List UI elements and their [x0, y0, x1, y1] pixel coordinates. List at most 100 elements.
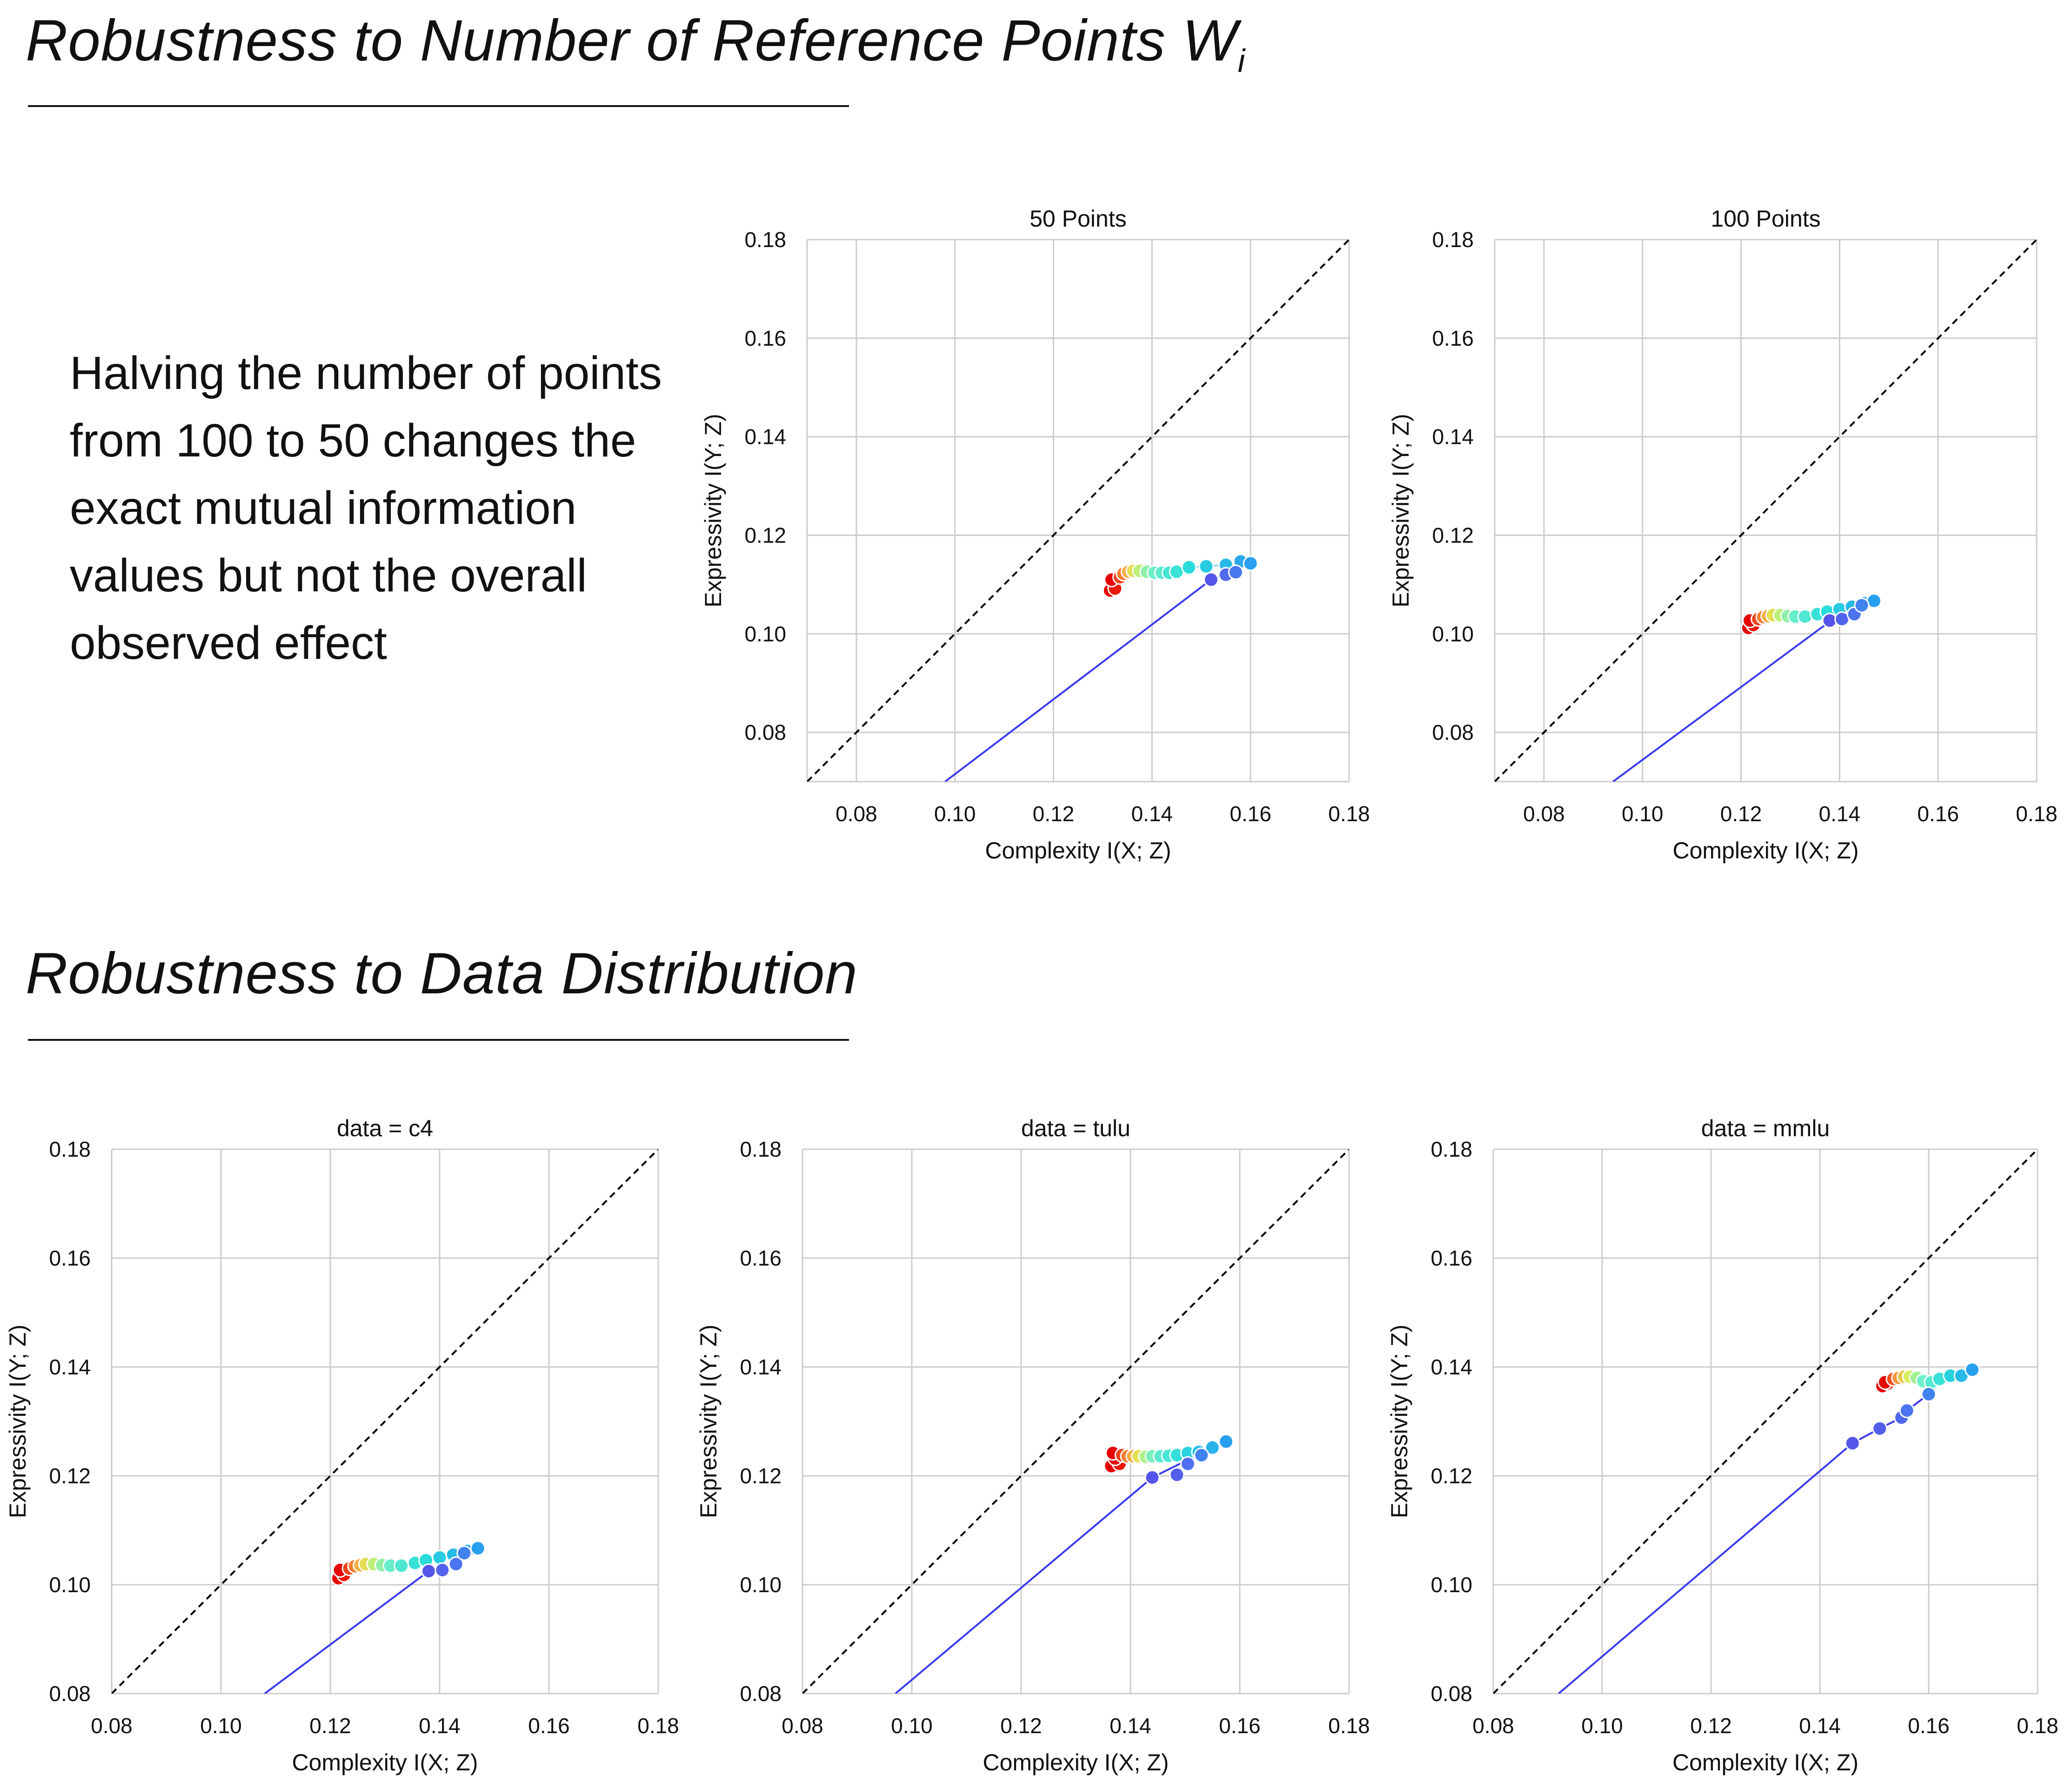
- x-tick-label: 0.12: [309, 1714, 351, 1738]
- x-tick-label: 0.08: [835, 802, 877, 826]
- x-tick-label: 0.10: [1622, 802, 1664, 826]
- data-point: [432, 1550, 448, 1565]
- x-tick-label: 0.12: [1720, 802, 1762, 826]
- y-tick-label: 0.10: [1430, 1573, 1472, 1597]
- x-tick-label: 0.08: [782, 1714, 823, 1738]
- plot-area: [802, 1149, 1349, 1694]
- data-point: [1180, 1456, 1196, 1472]
- frontier-line: [944, 562, 1251, 782]
- x-tick-label: 0.18: [2017, 1714, 2059, 1738]
- y-tick-label: 0.12: [1432, 523, 1474, 547]
- y-tick-label: 0.16: [1432, 326, 1474, 350]
- x-tick-label: 0.10: [200, 1714, 242, 1738]
- diagonal-reference-line: [112, 1149, 658, 1694]
- title-subscript: i: [1237, 42, 1246, 79]
- y-tick-label: 0.12: [740, 1464, 782, 1488]
- section-divider-1: [28, 105, 849, 107]
- data-point: [1228, 564, 1243, 580]
- x-tick-label: 0.16: [1219, 1714, 1261, 1738]
- x-tick-label: 0.18: [1328, 802, 1370, 826]
- x-tick-label: 0.18: [1328, 1714, 1370, 1738]
- diagonal-reference-line: [1493, 1149, 2038, 1694]
- y-tick-label: 0.08: [1430, 1682, 1472, 1706]
- frontier-line: [1558, 1368, 1973, 1694]
- data-point: [448, 1556, 464, 1572]
- x-axis-label: Complexity I(X; Z): [985, 837, 1171, 864]
- data-point: [434, 1562, 450, 1578]
- x-tick-label: 0.10: [1581, 1714, 1623, 1738]
- y-tick-label: 0.14: [1430, 1355, 1472, 1379]
- y-tick-label: 0.18: [740, 1137, 782, 1161]
- x-tick-label: 0.08: [1472, 1714, 1514, 1738]
- data-point: [456, 1545, 472, 1561]
- data-point: [1243, 556, 1258, 571]
- y-tick-label: 0.18: [744, 228, 786, 252]
- y-tick-label: 0.18: [1432, 228, 1474, 252]
- data-point: [1194, 1447, 1210, 1463]
- y-tick-label: 0.08: [49, 1682, 91, 1706]
- y-tick-label: 0.14: [49, 1355, 91, 1379]
- y-tick-label: 0.10: [744, 622, 786, 646]
- y-tick-label: 0.08: [744, 720, 786, 744]
- chart-data-c4: 0.08 0.10 0.12 0.14 0.16 0.18 0.08 0.10 0.12 0.14…: [5, 1115, 679, 1775]
- y-tick-label: 0.08: [1432, 720, 1474, 744]
- x-tick-label: 0.12: [1000, 1714, 1042, 1738]
- data-point: [1144, 1470, 1160, 1486]
- data-point: [1965, 1362, 1980, 1378]
- chart-title: 100 Points: [1711, 206, 1820, 232]
- chart-title: data = mmlu: [1701, 1115, 1830, 1141]
- y-axis-label: Expressivity I(Y; Z): [1388, 414, 1414, 607]
- x-tick-label: 0.14: [1131, 802, 1173, 826]
- section-title-data-distribution: Robustness to Data Distribution: [26, 941, 858, 1006]
- y-tick-label: 0.14: [1432, 425, 1474, 449]
- x-tick-label: 0.12: [1033, 802, 1075, 826]
- chart-data-mmlu: 0.08 0.10 0.12 0.14 0.16 0.18 0.08 0.10 0.12 0.14…: [1386, 1115, 2059, 1775]
- y-tick-label: 0.14: [740, 1355, 782, 1379]
- y-tick-label: 0.12: [49, 1464, 91, 1488]
- data-point: [1899, 1403, 1915, 1419]
- data-point: [1218, 1434, 1234, 1449]
- chart-data-tulu: 0.08 0.10 0.12 0.14 0.16 0.18 0.08 0.10 0.12 0.14…: [695, 1115, 1370, 1775]
- y-tick-label: 0.10: [49, 1573, 91, 1597]
- data-point: [1181, 559, 1197, 575]
- chart-title: data = c4: [337, 1115, 433, 1141]
- data-point: [1845, 1435, 1860, 1451]
- x-tick-label: 0.10: [934, 802, 976, 826]
- y-tick-label: 0.18: [49, 1137, 91, 1161]
- data-point: [1797, 609, 1813, 624]
- data-point: [1198, 558, 1214, 574]
- x-tick-label: 0.16: [1917, 802, 1959, 826]
- x-tick-label: 0.18: [2016, 802, 2058, 826]
- y-tick-label: 0.16: [49, 1246, 91, 1270]
- x-tick-label: 0.10: [891, 1714, 933, 1738]
- x-axis-label: Complexity I(X; Z): [983, 1749, 1169, 1775]
- x-tick-label: 0.08: [91, 1714, 133, 1738]
- x-tick-label: 0.16: [528, 1714, 570, 1738]
- x-tick-label: 0.14: [1110, 1714, 1151, 1738]
- y-tick-label: 0.16: [744, 326, 786, 350]
- x-tick-label: 0.14: [1819, 802, 1861, 826]
- data-point: [1854, 597, 1870, 613]
- y-tick-label: 0.10: [740, 1573, 782, 1597]
- y-tick-label: 0.14: [744, 425, 786, 449]
- diagonal-reference-line: [802, 1149, 1349, 1694]
- x-tick-label: 0.08: [1523, 802, 1565, 826]
- data-point: [1203, 572, 1219, 588]
- y-tick-label: 0.18: [1430, 1137, 1472, 1161]
- data-point: [1921, 1387, 1937, 1402]
- x-axis-label: Complexity I(X; Z): [1672, 1749, 1858, 1775]
- diagonal-reference-line: [807, 240, 1349, 782]
- y-tick-label: 0.12: [744, 523, 786, 547]
- chart-100-points: 0.08 0.10 0.12 0.14 0.16 0.18 0.08 0.10 0.12 0.14…: [1388, 206, 2058, 864]
- x-tick-label: 0.18: [637, 1714, 679, 1738]
- x-axis-label: Complexity I(X; Z): [1672, 837, 1858, 864]
- y-tick-label: 0.16: [740, 1246, 782, 1270]
- y-axis-label: Expressivity I(Y; Z): [5, 1325, 31, 1518]
- chart-50-points: 0.08 0.10 0.12 0.14 0.16 0.18 0.08 0.10 0.12 0.14…: [700, 206, 1370, 864]
- y-axis-label: Expressivity I(Y; Z): [1386, 1325, 1412, 1518]
- y-axis-label: Expressivity I(Y; Z): [700, 414, 726, 607]
- data-point: [1204, 1440, 1220, 1455]
- data-point: [470, 1541, 486, 1556]
- chart-title: data = tulu: [1021, 1115, 1130, 1141]
- x-tick-label: 0.12: [1690, 1714, 1732, 1738]
